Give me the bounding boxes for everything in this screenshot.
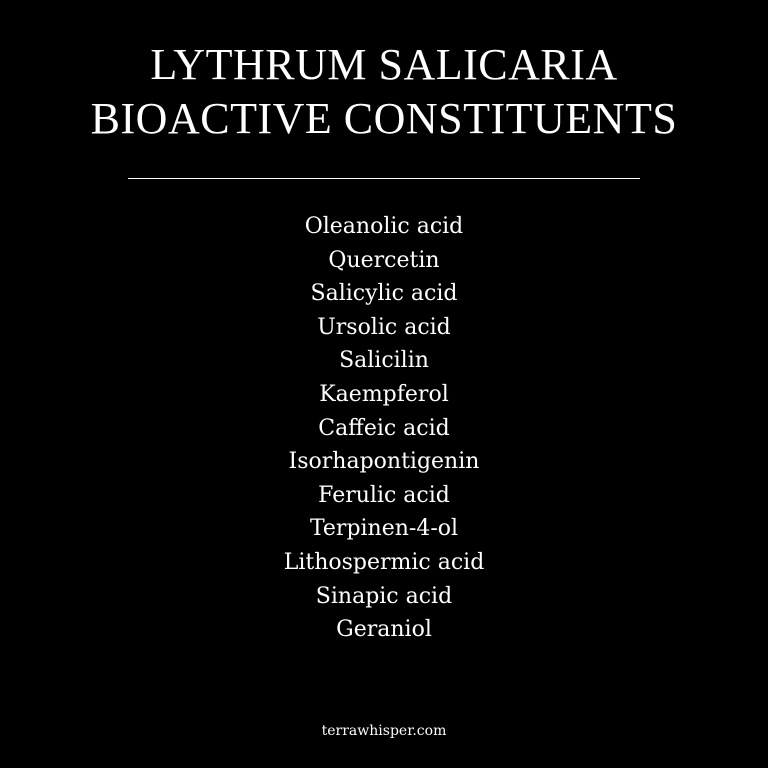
list-item: Geraniol	[336, 617, 432, 643]
title-divider	[128, 178, 640, 179]
list-item: Oleanolic acid	[304, 214, 464, 239]
title-line-2: BIOACTIVE CONSTITUENTS	[90, 94, 678, 143]
list-item: Isorhapontigenin	[288, 449, 480, 475]
list-item: Sinapic acid	[315, 583, 453, 609]
list-item: Kaempferol	[319, 381, 449, 407]
list-item: Salicylic acid	[310, 281, 458, 307]
list-item: Ursolic acid	[317, 314, 451, 340]
list-item: Terpinen-4-ol	[309, 516, 459, 542]
footer-site-label: terrawhisper.com	[321, 723, 447, 739]
list-item: Salicilin	[339, 348, 429, 374]
title-line-1: LYTHRUM SALICARIA	[150, 40, 618, 89]
list-item: Caffeic acid	[318, 415, 450, 441]
page-title: LYTHRUM SALICARIA BIOACTIVE CONSTITUENTS	[0, 38, 768, 146]
list-item: Quercetin	[328, 247, 440, 273]
constituent-list: Oleanolic acid Quercetin Salicylic acid …	[0, 210, 768, 647]
list-item: Ferulic acid	[318, 482, 450, 508]
list-item: Lithospermic acid	[283, 549, 485, 575]
